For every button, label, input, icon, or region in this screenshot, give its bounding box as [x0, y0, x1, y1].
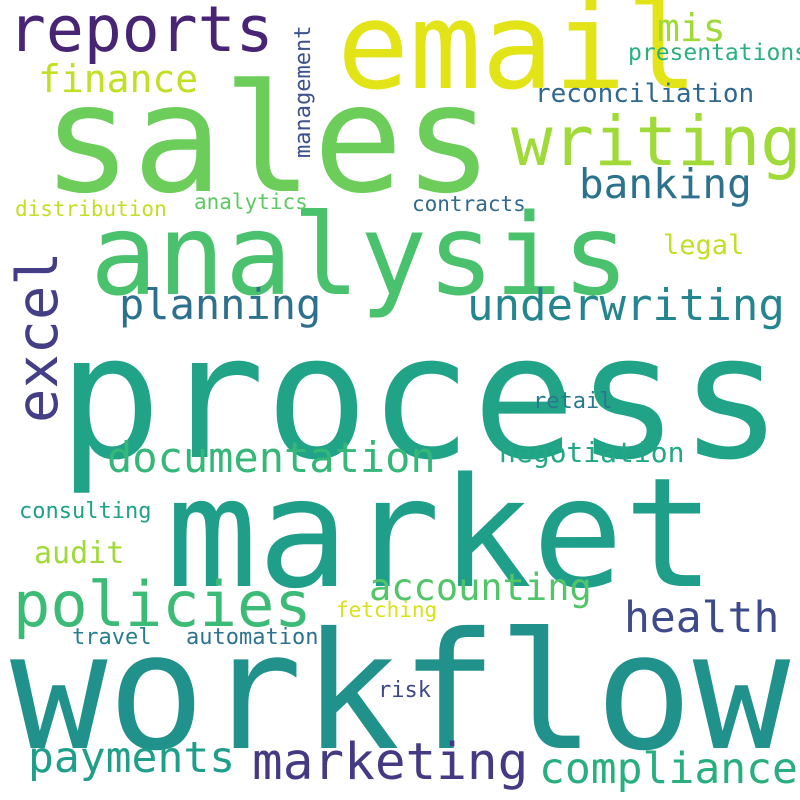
word-consulting: consulting — [19, 499, 152, 524]
word-email: email — [337, 0, 699, 117]
word-legal: legal — [663, 230, 745, 261]
word-contracts: contracts — [412, 192, 526, 216]
word-writing: writing — [511, 102, 800, 182]
word-banking: banking — [579, 160, 752, 208]
word-analysis: analysis — [90, 191, 630, 321]
word-negotiation: negotiation — [499, 436, 685, 469]
word-documentation: documentation — [107, 433, 436, 482]
word-reconciliation: reconciliation — [535, 79, 755, 109]
word-health: health — [624, 593, 780, 643]
word-reports: reports — [8, 0, 274, 66]
word-management: management — [291, 25, 316, 158]
word-process: process — [58, 297, 783, 498]
word-finance: finance — [38, 57, 199, 101]
word-marketing: marketing — [252, 733, 529, 792]
word-policies: policies — [13, 568, 312, 641]
word-compliance: compliance — [539, 744, 798, 794]
word-retail: retail — [533, 389, 613, 414]
word-automation: automation — [186, 625, 319, 650]
word-excel: excel — [5, 251, 71, 423]
word-underwriting: underwriting — [467, 280, 785, 331]
word-market: market — [166, 445, 716, 622]
word-sales: sales — [42, 53, 494, 227]
word-workflow: workflow — [10, 599, 791, 787]
word-payments: payments — [28, 733, 236, 783]
word-accounting: accounting — [369, 566, 592, 609]
word-planning: planning — [119, 280, 322, 329]
word-travel: travel — [72, 625, 152, 650]
word-fetching: fetching — [336, 598, 438, 622]
word-analytics: analytics — [194, 190, 308, 214]
word-audit: audit — [34, 536, 125, 571]
word-mis: mis — [657, 6, 726, 50]
word-risk: risk — [378, 678, 431, 703]
word-distribution: distribution — [15, 197, 167, 221]
word-presentations: presentations — [628, 40, 800, 66]
